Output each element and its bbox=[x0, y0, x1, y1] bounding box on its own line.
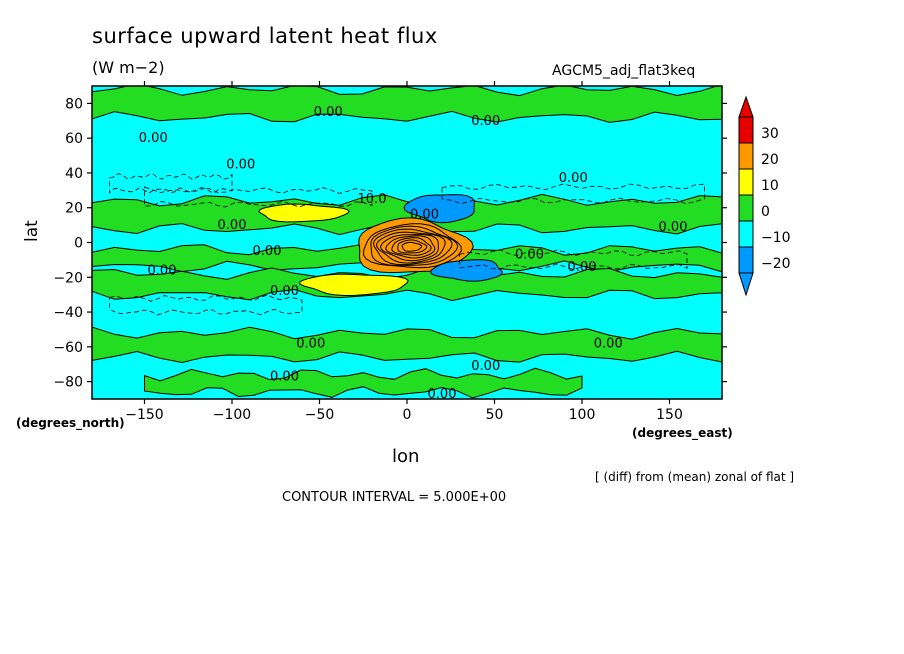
contour-feature bbox=[403, 194, 475, 224]
negative-contour-line bbox=[459, 249, 688, 270]
contour-label: 0.00 bbox=[314, 105, 343, 120]
y-tick-label: 0 bbox=[74, 236, 83, 252]
run-name: AGCM5_adj_flat3keq bbox=[552, 63, 696, 79]
colorbar-label: −10 bbox=[761, 230, 791, 246]
negative-contour-line bbox=[109, 173, 233, 194]
contour-feature bbox=[299, 273, 409, 297]
x-tick-label: −150 bbox=[125, 407, 163, 423]
contour-line bbox=[376, 231, 446, 264]
contour-label: 0.00 bbox=[270, 284, 299, 299]
contour-line bbox=[372, 228, 453, 266]
contour-label: 0.00 bbox=[471, 114, 500, 129]
y-tick-label: 20 bbox=[65, 201, 83, 217]
contour-line bbox=[401, 241, 423, 252]
y-tick-label: −20 bbox=[53, 270, 83, 286]
x-tick-label: 50 bbox=[486, 407, 504, 423]
contour-label: 0.00 bbox=[568, 260, 597, 275]
contour-interval: CONTOUR INTERVAL = 5.000E+00 bbox=[282, 490, 507, 505]
colorbar-label: 30 bbox=[761, 126, 779, 142]
y-tick-label: −80 bbox=[53, 375, 83, 391]
x-tick-label: −50 bbox=[305, 407, 335, 423]
colorbar-swatch bbox=[738, 116, 754, 144]
colorbar-label: −20 bbox=[761, 256, 791, 272]
contour-label: 0.00 bbox=[139, 131, 168, 146]
contour-label: 0.00 bbox=[218, 218, 247, 233]
contour-line bbox=[397, 239, 428, 254]
contour-line bbox=[370, 225, 459, 267]
contour-band bbox=[92, 326, 722, 364]
x-tick-label: 0 bbox=[403, 407, 412, 423]
x-tick-label: −100 bbox=[213, 407, 251, 423]
y-tick-label: −60 bbox=[53, 340, 83, 356]
y-tick-label: 40 bbox=[65, 166, 83, 182]
x-tick-label: 100 bbox=[569, 407, 596, 423]
chart-title: surface upward latent heat flux bbox=[92, 24, 438, 48]
colorbar-swatch bbox=[738, 142, 754, 170]
colorbar-swatch bbox=[738, 220, 754, 248]
colorbar-label: 20 bbox=[761, 152, 779, 168]
contour-label: 0.00 bbox=[594, 336, 623, 351]
contour-label: 0.00 bbox=[270, 369, 299, 384]
y-unit-label: (degrees_north) bbox=[16, 416, 125, 430]
contour-label: 0.00 bbox=[659, 220, 688, 235]
x-tick-label: 150 bbox=[656, 407, 683, 423]
colorbar-swatch bbox=[738, 246, 754, 274]
contour-feature bbox=[258, 203, 350, 223]
colorbar-swatch bbox=[738, 194, 754, 222]
colorbar-top-arrow bbox=[738, 95, 754, 118]
contour-label: 0.00 bbox=[471, 359, 500, 374]
colorbar-swatch bbox=[738, 168, 754, 196]
contour-label: 0.00 bbox=[515, 248, 544, 263]
contour-band bbox=[144, 367, 583, 399]
y-tick-label: 80 bbox=[65, 96, 83, 112]
contour-label: 10.0 bbox=[358, 192, 387, 207]
y-tick-label: −40 bbox=[53, 305, 83, 321]
contour-label: 0.00 bbox=[410, 208, 439, 223]
contour-line bbox=[362, 223, 462, 269]
contour-label: 0.00 bbox=[428, 387, 457, 402]
contour-band bbox=[92, 267, 722, 302]
y-tick-label: 60 bbox=[65, 131, 83, 147]
contour-label: 0.00 bbox=[226, 157, 255, 172]
colorbar-bottom-arrow bbox=[738, 272, 754, 297]
contour-label: 0.00 bbox=[253, 244, 282, 259]
y-axis-label: lat bbox=[22, 220, 42, 242]
contour-label: 0.00 bbox=[148, 263, 177, 278]
contour-label: 0.00 bbox=[296, 336, 325, 351]
negative-contour-line bbox=[109, 294, 303, 316]
contour-line bbox=[379, 234, 439, 262]
contour-label: 0.00 bbox=[559, 171, 588, 186]
colorbar-label: 0 bbox=[761, 204, 770, 220]
colorbar-label: 10 bbox=[761, 178, 779, 194]
x-axis-label: lon bbox=[392, 446, 420, 467]
diff-note: [ (diff) from (mean) zonal of flat ] bbox=[595, 470, 795, 484]
negative-contour-line bbox=[441, 183, 705, 205]
contour-line bbox=[385, 235, 436, 259]
contour-line bbox=[391, 237, 432, 256]
x-unit-label: (degrees_east) bbox=[632, 426, 733, 440]
chart-units: (W m−2) bbox=[92, 58, 165, 77]
negative-contour-line bbox=[144, 186, 373, 208]
